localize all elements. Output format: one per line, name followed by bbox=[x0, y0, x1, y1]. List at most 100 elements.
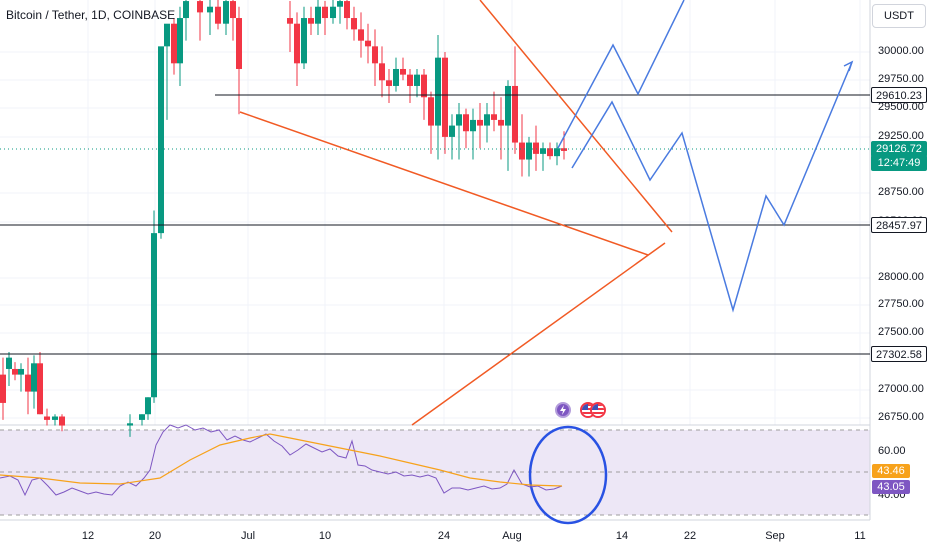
candle-body bbox=[386, 80, 392, 86]
price-tick-label: 29750.00 bbox=[878, 73, 924, 85]
candle-body bbox=[561, 148, 567, 151]
time-tick-label: Jul bbox=[240, 530, 256, 542]
trendline-rising bbox=[411, 242, 666, 426]
candle-body bbox=[484, 114, 490, 126]
support-low-price-label: 27302.58 bbox=[871, 346, 927, 362]
price-tick-label: 27500.00 bbox=[878, 326, 924, 338]
candle-body bbox=[379, 63, 385, 81]
candle-body bbox=[470, 119, 476, 132]
candle-body bbox=[145, 397, 151, 415]
candle-body bbox=[344, 1, 350, 19]
candle-body bbox=[31, 363, 37, 392]
price-tick-label: 28750.00 bbox=[878, 186, 924, 198]
time-tick-label: 24 bbox=[437, 530, 451, 542]
candle-body bbox=[0, 374, 6, 403]
rsi-value-badge: 43.05 bbox=[872, 480, 910, 494]
time-tick-label: 12 bbox=[81, 530, 95, 542]
candle-body bbox=[308, 18, 314, 24]
support-mid-price-label: 28457.97 bbox=[871, 217, 927, 233]
candle-body bbox=[358, 29, 364, 41]
price-tick-label: 29250.00 bbox=[878, 130, 924, 142]
candle-body bbox=[230, 1, 236, 19]
price-tick-label: 29500.00 bbox=[878, 101, 924, 113]
candle-body bbox=[301, 18, 307, 64]
candle-body bbox=[294, 23, 300, 64]
rsi-highlight-circle bbox=[528, 425, 608, 525]
candle-body bbox=[505, 85, 511, 126]
projection-arrowhead bbox=[843, 60, 854, 72]
price-tick-label: 26750.00 bbox=[878, 411, 924, 423]
candle-body bbox=[421, 74, 427, 98]
candle-body bbox=[526, 142, 532, 160]
candle-body bbox=[400, 68, 406, 75]
trendline-upper bbox=[479, 0, 673, 233]
candle-body bbox=[151, 233, 157, 398]
candle-body bbox=[177, 18, 183, 64]
time-tick-label: 10 bbox=[318, 530, 332, 542]
price-tick-label: 28000.00 bbox=[878, 271, 924, 283]
user-drawings[interactable] bbox=[0, 0, 870, 525]
rsi-line bbox=[0, 424, 563, 497]
candle-body bbox=[139, 414, 145, 420]
candle-body bbox=[171, 23, 177, 64]
candle-body bbox=[393, 68, 399, 86]
candle-body bbox=[337, 1, 343, 7]
candle-body bbox=[215, 6, 221, 24]
candle-body bbox=[37, 363, 43, 415]
candle-body bbox=[207, 6, 213, 13]
symbol-title[interactable]: Bitcoin / Tether, 1D, COINBASE bbox=[6, 8, 176, 22]
us-flag-icon-2[interactable] bbox=[590, 402, 606, 418]
candle-body bbox=[287, 18, 293, 24]
lightning-icon[interactable] bbox=[555, 402, 571, 418]
time-tick-label: 22 bbox=[683, 530, 697, 542]
candle-body bbox=[428, 97, 434, 126]
candle-body bbox=[407, 74, 413, 86]
candle-body bbox=[365, 40, 371, 47]
candle-body bbox=[435, 57, 441, 126]
candle-body bbox=[491, 114, 497, 120]
candle-body bbox=[463, 114, 469, 132]
candle-body bbox=[52, 416, 58, 420]
candle-body bbox=[456, 114, 462, 126]
price-tick-label: 27000.00 bbox=[878, 383, 924, 395]
candle-body bbox=[330, 6, 336, 19]
bar-countdown-label: 12:47:49 bbox=[871, 155, 927, 171]
candle-body bbox=[197, 1, 203, 13]
candle-body bbox=[414, 74, 420, 86]
candle-body bbox=[18, 368, 24, 375]
candle-body bbox=[351, 18, 357, 30]
candle-body bbox=[477, 119, 483, 126]
trendline-lower bbox=[239, 111, 649, 256]
rsi-lines bbox=[0, 424, 563, 497]
candlestick-series bbox=[0, 0, 567, 437]
projection-path-1 bbox=[557, 0, 685, 149]
candle-body bbox=[59, 416, 65, 426]
rsi-ma-line bbox=[0, 433, 563, 487]
time-tick-label: 14 bbox=[615, 530, 629, 542]
rsi-ma-value-badge: 43.46 bbox=[872, 464, 910, 478]
projection-path-2 bbox=[571, 61, 853, 313]
candle-body bbox=[322, 6, 328, 19]
candle-body bbox=[498, 119, 504, 126]
candle-body bbox=[442, 57, 448, 137]
current-price-label: 29126.72 bbox=[871, 141, 927, 157]
candle-body bbox=[164, 23, 170, 47]
candle-body bbox=[158, 46, 164, 234]
time-tick-label: 20 bbox=[148, 530, 162, 542]
time-tick-label: Sep bbox=[765, 530, 785, 542]
candle-body bbox=[533, 142, 539, 154]
currency-button[interactable]: USDT bbox=[872, 4, 926, 28]
candle-body bbox=[127, 423, 133, 426]
candle-body bbox=[236, 18, 242, 69]
price-tick-label: 30000.00 bbox=[878, 45, 924, 57]
candle-body bbox=[519, 142, 525, 160]
rsi-tick-60: 60.00 bbox=[878, 445, 906, 457]
candle-body bbox=[315, 6, 321, 24]
candle-body bbox=[183, 1, 189, 19]
candle-body bbox=[12, 368, 18, 375]
candle-body bbox=[44, 416, 50, 420]
candle-body bbox=[223, 1, 229, 24]
resistance-price-label: 29610.23 bbox=[871, 87, 927, 103]
candle-body bbox=[372, 46, 378, 64]
